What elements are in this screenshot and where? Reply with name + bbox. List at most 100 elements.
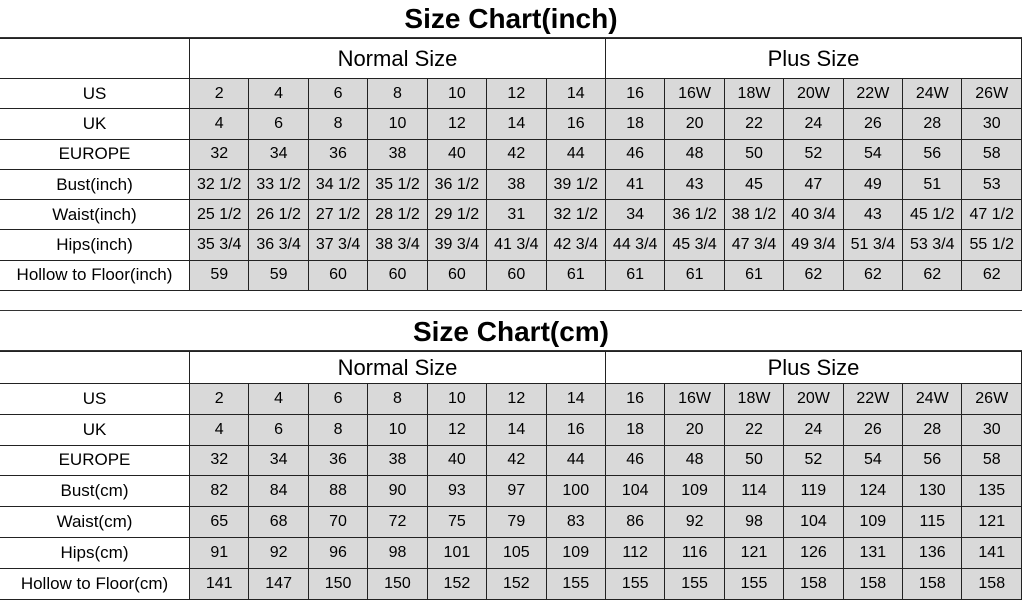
size-cell: 24 [783, 413, 844, 446]
size-cell: 38 1/2 [723, 199, 785, 231]
size-cell: 18W [723, 77, 785, 110]
size-cell: 30 [961, 413, 1022, 446]
size-cell: 10 [426, 77, 488, 110]
size-cell: 79 [486, 506, 547, 538]
table-row: UK 4 6 8 10 12 14 16 18 20 22 24 26 28 30 [0, 108, 1022, 140]
size-cell: 155 [664, 567, 725, 600]
size-cell: 24W [902, 383, 963, 415]
size-cell: 97 [486, 475, 547, 508]
size-cell: 14 [545, 383, 606, 415]
size-cell: 22 [723, 108, 785, 140]
size-cell: 51 3/4 [842, 229, 904, 261]
size-cell: 22W [842, 383, 904, 415]
size-cell: 155 [604, 567, 666, 600]
size-cell: 152 [426, 567, 488, 600]
size-cell: 155 [723, 567, 785, 600]
size-cell: 112 [604, 536, 666, 569]
size-cell: 46 [604, 444, 666, 477]
size-cell: 18 [604, 108, 666, 140]
table-row: Hips(inch) 35 3/4 36 3/4 37 3/4 38 3/4 39 3/4… [0, 229, 1022, 261]
size-cell: 56 [902, 444, 963, 477]
size-cell: 38 [486, 168, 547, 201]
size-cell: 114 [723, 475, 785, 508]
size-cell: 55 1/2 [961, 229, 1022, 261]
size-cell: 42 [486, 444, 547, 477]
size-cell: 82 [188, 475, 250, 508]
size-cell: 52 [783, 138, 844, 170]
size-cell: 48 [664, 444, 725, 477]
size-cell: 62 [902, 259, 963, 292]
size-cell: 83 [545, 506, 606, 538]
size-cell: 32 [188, 444, 250, 477]
size-cell: 91 [188, 536, 250, 569]
size-cell: 158 [783, 567, 844, 600]
size-cell: 28 [902, 108, 963, 140]
size-cell: 28 1/2 [367, 199, 428, 231]
size-cell: 14 [486, 108, 547, 140]
size-cell: 52 [783, 444, 844, 477]
size-cell: 150 [367, 567, 428, 600]
size-cell: 116 [664, 536, 725, 569]
group-header-normal: Normal Size [189, 38, 606, 79]
size-cell: 50 [723, 138, 785, 170]
size-cell: 72 [367, 506, 428, 538]
size-cell: 14 [545, 77, 606, 110]
size-cell: 43 [664, 168, 725, 201]
size-cell: 44 [545, 138, 606, 170]
size-cell: 36 1/2 [664, 199, 725, 231]
size-cell: 98 [723, 506, 785, 538]
size-cell: 10 [367, 413, 428, 446]
size-cell: 75 [426, 506, 488, 538]
table-row: UK 4 6 8 10 12 14 16 18 20 22 24 26 28 30 [0, 413, 1022, 446]
size-cell: 12 [486, 77, 547, 110]
size-cell: 51 [902, 168, 963, 201]
group-header-row: Normal Size Plus Size [0, 38, 1023, 79]
size-cell: 158 [961, 567, 1022, 600]
size-cell: 53 [961, 168, 1022, 201]
size-cell: 12 [486, 383, 547, 415]
size-cell: 8 [367, 77, 428, 110]
size-cell: 121 [723, 536, 785, 569]
size-cell: 32 1/2 [188, 168, 250, 201]
size-cell: 43 [842, 199, 904, 231]
size-cell: 8 [307, 108, 369, 140]
size-cell: 20 [664, 108, 725, 140]
size-cell: 14 [486, 413, 547, 446]
table-row: EUROPE 32 34 36 38 40 42 44 46 48 50 52 54 56 58 [0, 138, 1022, 170]
size-cell: 18W [723, 383, 785, 415]
size-cell: 4 [188, 413, 250, 446]
size-cell: 115 [902, 506, 963, 538]
size-cell: 109 [545, 536, 606, 569]
size-cell: 101 [426, 536, 488, 569]
table-row: Hollow to Floor(cm) 141 147 150 150 152 152 155… [0, 567, 1022, 600]
size-cell: 58 [961, 138, 1022, 170]
size-cell: 60 [367, 259, 428, 292]
size-cell: 121 [961, 506, 1022, 538]
size-cell: 16 [545, 413, 606, 446]
size-cell: 109 [664, 475, 725, 508]
size-cell: 39 1/2 [545, 168, 606, 201]
size-cell: 6 [248, 108, 309, 140]
size-cell: 18 [604, 413, 666, 446]
size-cell: 53 3/4 [902, 229, 963, 261]
size-cell: 20 [664, 413, 725, 446]
size-cell: 47 3/4 [723, 229, 785, 261]
size-cell: 29 1/2 [426, 199, 488, 231]
size-cell: 47 [783, 168, 844, 201]
size-cell: 60 [307, 259, 369, 292]
group-header-plus: Plus Size [604, 38, 1023, 79]
size-cell: 16 [545, 108, 606, 140]
size-cell: 135 [961, 475, 1022, 508]
size-cell: 70 [307, 506, 369, 538]
size-cell: 16W [664, 383, 725, 415]
size-cell: 26 1/2 [248, 199, 309, 231]
size-cell: 38 3/4 [367, 229, 428, 261]
size-cell: 98 [367, 536, 428, 569]
row-label: Bust(cm) [0, 475, 190, 508]
size-cell: 36 3/4 [248, 229, 309, 261]
size-cell: 26 [842, 413, 904, 446]
size-cell: 136 [902, 536, 963, 569]
row-label: EUROPE [0, 444, 190, 477]
size-cell: 39 3/4 [426, 229, 488, 261]
size-cell: 61 [545, 259, 606, 292]
